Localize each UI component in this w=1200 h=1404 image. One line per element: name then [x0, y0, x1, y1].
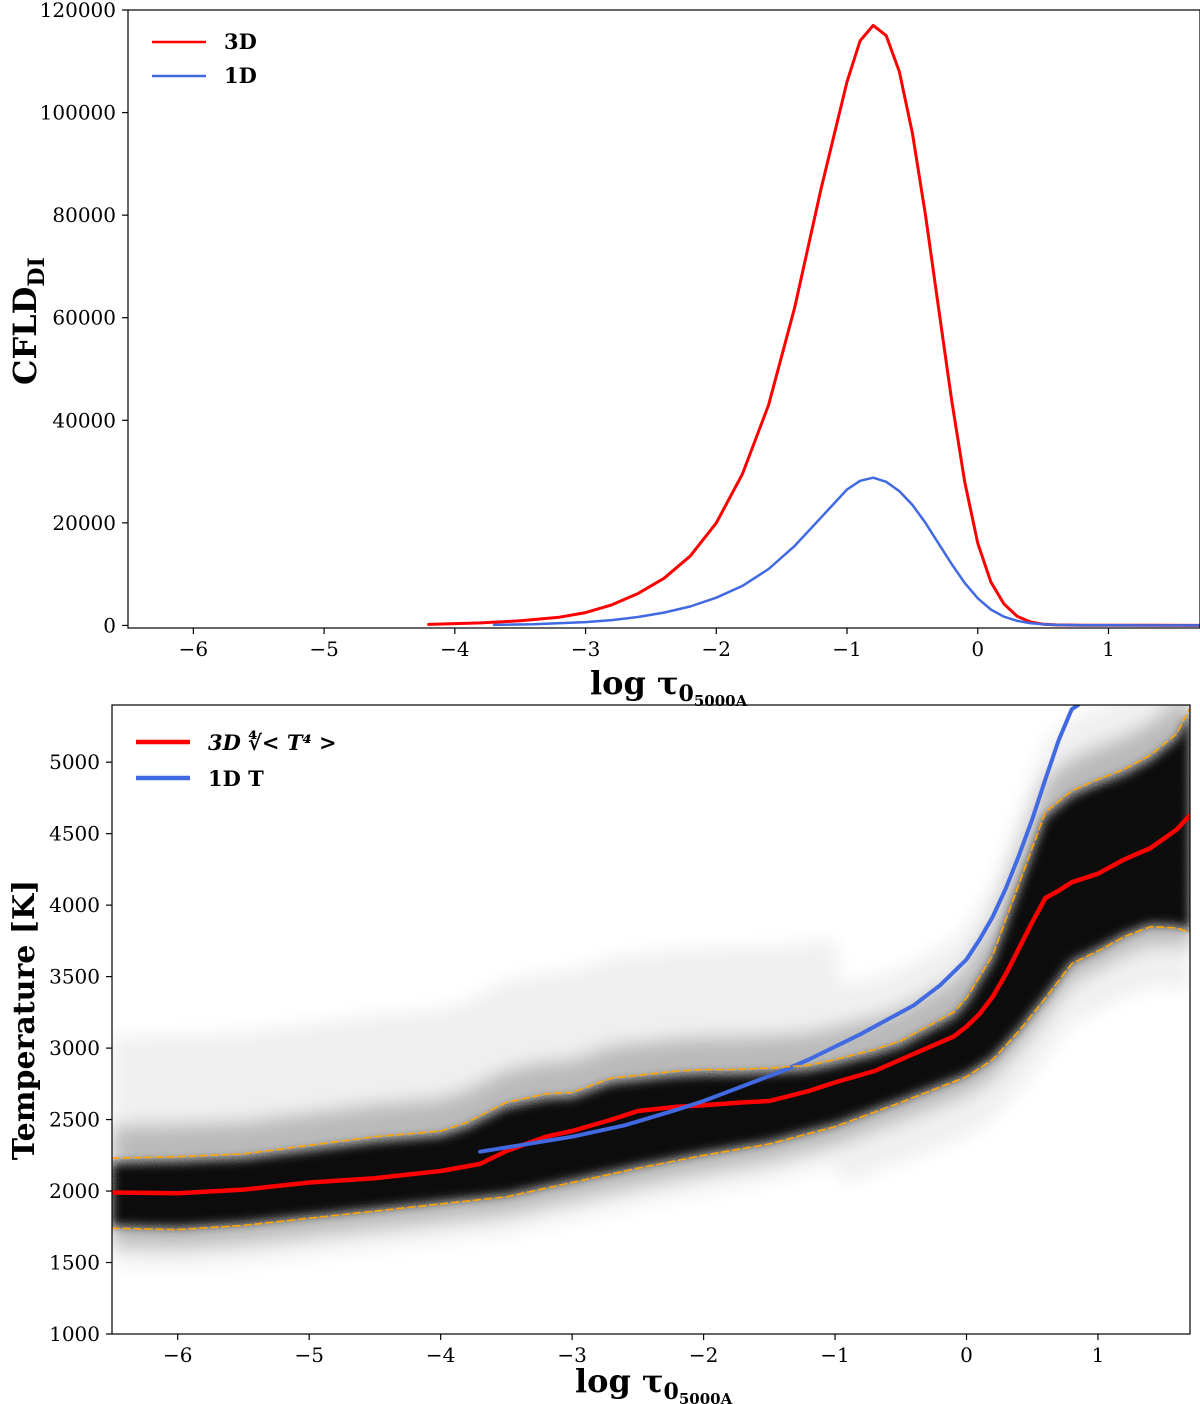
bottom-y-tick-label: 1500 [49, 1251, 100, 1275]
bottom-series-line-1d-t [478, 705, 1081, 1154]
top-x-tick-label: 0 [971, 637, 984, 661]
top-x-tick-label: −1 [832, 637, 861, 661]
top-x-tick-label: −5 [309, 637, 338, 661]
top-x-tick-label: −2 [702, 637, 731, 661]
cfld-panel: −6 −5 −4 −3 −2 −1 0 1 0 20000 40000 60000 80000 10000… [6, 0, 1200, 710]
top-y-tick-label: 80000 [52, 203, 116, 227]
bottom-ticks: −6 −5 −4 −3 −2 −1 0 1 1000 1500 2000 2500 3000 3500 40… [49, 750, 1104, 1367]
top-x-tick-label: −3 [571, 637, 600, 661]
bottom-x-tick-label: −1 [820, 1343, 849, 1367]
top-y-tick-label: 0 [103, 613, 116, 637]
bottom-series-line-3d-t [112, 812, 1190, 1196]
bottom-x-tick-label: 1 [1092, 1343, 1105, 1367]
top-y-tick-label: 40000 [52, 408, 116, 432]
top-y-tick-label: 60000 [52, 306, 116, 330]
bottom-plot-frame [111, 704, 1191, 1335]
bottom-legend: 3D ∜< T⁴ > 1D T [124, 722, 386, 802]
bottom-x-tick-label: 0 [960, 1343, 973, 1367]
bottom-y-tick-label: 1000 [49, 1322, 100, 1346]
scatter-density-cloud [112, 705, 1190, 1267]
bottom-y-tick-label: 3000 [49, 1036, 100, 1060]
bottom-series-line-percentile-3 [112, 925, 1190, 1231]
bottom-x-axis-label: log τ05000A [575, 1362, 733, 1404]
bottom-y-tick-label: 2000 [49, 1179, 100, 1203]
bottom-series-lines [112, 705, 1190, 1231]
top-y-axis-label: CFLDDI [6, 257, 50, 385]
legend-3d-label: 3D [224, 29, 257, 54]
bottom-y-tick-label: 4500 [49, 822, 100, 846]
scatter-halo-inner [112, 705, 1190, 1247]
bottom-y-tick-label: 3500 [49, 965, 100, 989]
top-plot-frame [127, 9, 1200, 629]
bottom-x-tick-label: −2 [689, 1343, 718, 1367]
top-x-tick-label: −4 [440, 637, 469, 661]
legend-background [124, 722, 386, 802]
bottom-x-tick-label: −5 [294, 1343, 323, 1367]
top-series-line-3d [427, 23, 1200, 627]
top-y-tick-label: 100000 [40, 101, 116, 125]
bottom-x-tick-label: −6 [163, 1343, 192, 1367]
bottom-x-tick-label: −4 [426, 1343, 455, 1367]
bottom-y-tick-label: 4000 [49, 893, 100, 917]
top-ticks: −6 −5 −4 −3 −2 −1 0 1 0 20000 40000 60000 80000 10000… [40, 0, 1115, 661]
bottom-y-axis-label: Temperature [K] [7, 880, 42, 1161]
temperature-panel: −6 −5 −4 −3 −2 −1 0 1 1000 1500 2000 2500 3000 3500 40… [7, 704, 1191, 1404]
top-series-line-1d [492, 476, 1200, 627]
bottom-y-tick-label: 5000 [49, 750, 100, 774]
top-x-axis-label: log τ05000A [590, 664, 748, 710]
legend-3d-label: 3D ∜< T⁴ > [208, 730, 337, 755]
legend-1d-label: 1D T [208, 766, 264, 791]
bottom-series-line-percentile-2 [112, 707, 1190, 1159]
bottom-y-tick-label: 2500 [49, 1108, 100, 1132]
top-y-tick-label: 120000 [40, 0, 116, 22]
top-y-tick-label: 20000 [52, 511, 116, 535]
legend-1d-label: 1D [224, 63, 257, 88]
top-series-lines [427, 23, 1200, 627]
top-x-tick-label: 1 [1102, 637, 1115, 661]
top-x-tick-label: −6 [179, 637, 208, 661]
top-legend: 3D 1D [152, 29, 257, 88]
bottom-x-tick-label: −3 [557, 1343, 586, 1367]
scatter-grain [112, 709, 1190, 1230]
